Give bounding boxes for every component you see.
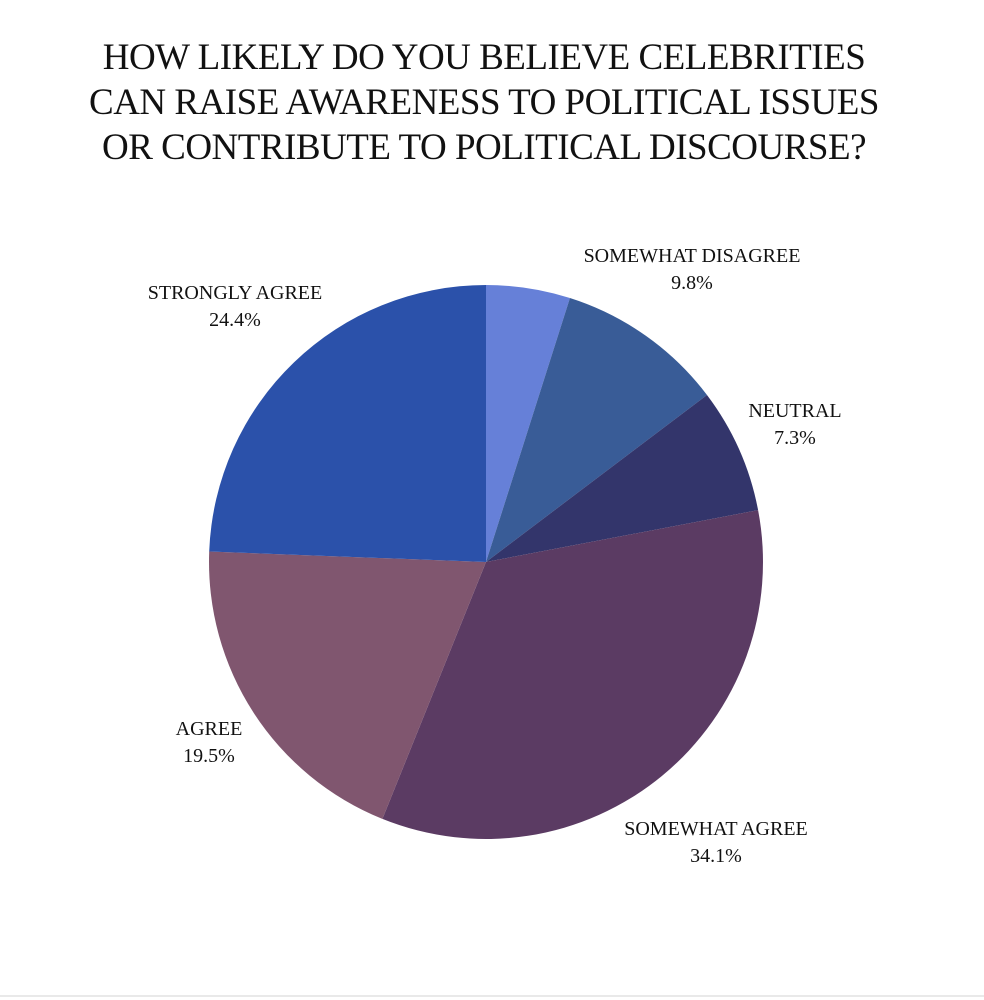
pie-slice-agree xyxy=(209,551,486,819)
slice-value-somewhat-agree: 34.1% xyxy=(690,845,742,867)
slice-labels: SOMEWHAT DISAGREE 9.8% NEUTRAL 7.3% SOME… xyxy=(148,245,842,867)
pie-slice-somewhat-disagree xyxy=(486,298,707,562)
pie-slice-somewhat-agree xyxy=(382,510,763,839)
slice-label-agree: AGREE xyxy=(176,718,243,740)
bottom-divider xyxy=(0,995,984,997)
slice-label-somewhat-agree: SOMEWHAT AGREE xyxy=(624,818,808,840)
pie-slice-unlabeled xyxy=(486,285,570,562)
slice-label-strongly-agree: STRONGLY AGREE xyxy=(148,282,322,304)
slice-value-somewhat-disagree: 9.8% xyxy=(671,272,713,294)
slice-value-strongly-agree: 24.4% xyxy=(209,309,261,331)
chart-title-line-3: OR CONTRIBUTE TO POLITICAL DISCOURSE? xyxy=(102,127,866,168)
pie-slice-neutral xyxy=(486,394,759,562)
pie-slice-strongly-agree xyxy=(209,285,486,562)
slice-label-somewhat-disagree: SOMEWHAT DISAGREE xyxy=(584,245,801,267)
chart-title-line-1: HOW LIKELY DO YOU BELIEVE CELEBRITIES xyxy=(103,37,866,78)
slice-value-agree: 19.5% xyxy=(183,745,235,767)
pie-slices xyxy=(209,285,763,839)
slice-value-neutral: 7.3% xyxy=(774,427,816,449)
slice-label-neutral: NEUTRAL xyxy=(748,400,841,422)
chart-title: HOW LIKELY DO YOU BELIEVE CELEBRITIES CA… xyxy=(89,37,879,168)
chart-title-line-2: CAN RAISE AWARENESS TO POLITICAL ISSUES xyxy=(89,82,879,123)
